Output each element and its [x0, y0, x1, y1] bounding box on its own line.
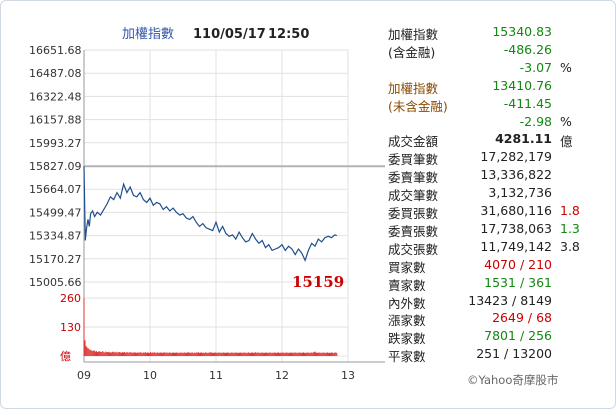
panel-label: 成交筆數 — [388, 188, 439, 204]
panel-extra: 1.3 — [560, 220, 580, 236]
panel-label: 委買張數 — [388, 206, 439, 221]
y-tick-label: 15993.27 — [29, 137, 82, 150]
panel-value: 13410.76 — [492, 77, 552, 93]
index-line — [83, 166, 337, 263]
panel-row: 跌家數 7801 / 256 — [0, 328, 616, 347]
panel-row: 成交筆數 3,132,736 — [0, 185, 616, 204]
panel-label: 賣家數 — [388, 277, 426, 293]
panel-value: -486.26 — [503, 41, 552, 57]
volume-y-axis: 260 130 億 — [60, 292, 81, 363]
panel-row: 委買張數 31,680,116 1.8 — [0, 203, 616, 221]
panel-value: 4070 / 210 — [484, 256, 552, 272]
y-tick-label: 16157.88 — [29, 114, 82, 127]
panel-label: 加權指數 — [388, 27, 439, 42]
panel-row: 委賣張數 17,738,063 1.3 — [0, 220, 616, 239]
panel-value: -2.98 — [519, 113, 552, 129]
chart-date: 110/05/17 — [193, 27, 266, 42]
volume-bars — [83, 298, 338, 356]
panel-row: 平家數 251 / 13200 — [0, 346, 616, 365]
volume-tick-label: 130 — [60, 321, 81, 334]
panel-label: 委買筆數 — [388, 152, 439, 168]
panel-row: -3.07% — [0, 60, 616, 77]
panel-value: 31,680,116 — [480, 203, 552, 218]
panel-value: 15340.83 — [492, 24, 552, 39]
volume-tick-label: 260 — [60, 292, 81, 305]
panel-row: (未含金融) -411.45 — [0, 95, 616, 114]
panel-value: 13,336,822 — [480, 167, 552, 183]
panel-value: 2649 / 68 — [492, 310, 552, 326]
panel-extra: 1.8 — [560, 203, 580, 218]
volume-tick-label: 億 — [60, 350, 71, 363]
source-credit: ©Yahoo奇摩股市 — [467, 373, 559, 387]
panel-extra: 億 — [560, 134, 573, 150]
chart-time: 12:50 — [268, 27, 309, 42]
y-tick-label: 15334.87 — [29, 230, 82, 243]
panel-label: 委賣筆數 — [388, 170, 439, 186]
panel-value: 3,132,736 — [488, 185, 552, 201]
panel-value: 251 / 13200 — [476, 346, 552, 362]
panel-row: 內外數 13423 / 8149 — [0, 292, 616, 311]
panel-row: 賣家數 1531 / 361 — [0, 274, 616, 293]
panel-value: 17,282,179 — [480, 149, 552, 165]
price-series — [83, 166, 337, 263]
panel-label: 成交金額 — [388, 134, 439, 150]
time-x-axis: 09 10 11 12 13 — [77, 369, 355, 382]
y-tick-label: 16322.48 — [29, 90, 82, 103]
panel-row: 買家數 4070 / 210 — [0, 256, 616, 275]
panel-label: 跌家數 — [388, 331, 426, 347]
panel-row: -2.98% — [0, 114, 616, 131]
chart-title: 加權指數 110/05/17 12:50 — [122, 27, 309, 42]
panel-extra: % — [560, 113, 572, 129]
y-tick-label: 16651.68 — [29, 44, 82, 57]
panel-value: 1531 / 361 — [484, 274, 552, 290]
x-tick-label: 12 — [275, 369, 289, 382]
low-value-label: 15159 — [292, 273, 344, 291]
panel-row: 委賣筆數 13,336,822 — [0, 167, 616, 186]
panel-value: 13423 / 8149 — [468, 292, 552, 308]
x-tick-label: 11 — [209, 369, 223, 382]
panel-label: 買家數 — [388, 259, 426, 275]
y-tick-label: 15827.09 — [29, 160, 82, 173]
panel-row: 委買筆數 17,282,179 — [0, 149, 616, 168]
panel-label: 委賣張數 — [388, 223, 439, 239]
panel-row: (含金融) -486.26 — [0, 41, 616, 60]
y-tick-label: 15170.27 — [29, 253, 82, 266]
panel-row: 成交張數 11,749,142 3.8 — [0, 238, 616, 257]
panel-label: 加權指數 — [388, 80, 439, 96]
x-tick-label: 10 — [143, 369, 157, 382]
panel-extra: 3.8 — [560, 238, 580, 254]
panel-value: 4281.11 — [495, 131, 552, 147]
panel-row: 成交金額 4281.11 億 — [0, 131, 616, 150]
panel-label: (含金融) — [388, 44, 436, 60]
x-tick-label: 09 — [77, 369, 91, 382]
panel-row: 加權指數 13410.76 — [0, 77, 616, 96]
panel-value: -3.07 — [519, 59, 552, 75]
panel-value: -411.45 — [503, 95, 552, 111]
y-tick-label: 15499.47 — [29, 206, 82, 219]
panel-value: 11,749,142 — [480, 238, 552, 254]
panel-label: (未含金融) — [388, 98, 448, 114]
panel-value: 7801 / 256 — [484, 328, 552, 344]
panel-extra: % — [560, 59, 572, 75]
panel-row: 漲家數 2649 / 68 — [0, 310, 616, 329]
y-tick-label: 16487.08 — [29, 67, 82, 80]
chart-title-text: 加權指數 — [122, 27, 174, 42]
panel-label: 漲家數 — [388, 313, 426, 329]
x-tick-label: 13 — [341, 369, 355, 382]
y-tick-label: 15664.07 — [29, 183, 82, 196]
panel-row: 加權指數 15340.83 — [0, 24, 616, 42]
price-y-axis: 16651.68 16487.08 16322.48 16157.88 15993.27… — [29, 44, 82, 289]
panel-label: 成交張數 — [388, 241, 439, 257]
panel-label: 平家數 — [388, 349, 426, 365]
panel-value: 17,738,063 — [480, 220, 552, 236]
y-tick-label: 15005.66 — [29, 276, 82, 289]
panel-label: 內外數 — [388, 295, 426, 311]
